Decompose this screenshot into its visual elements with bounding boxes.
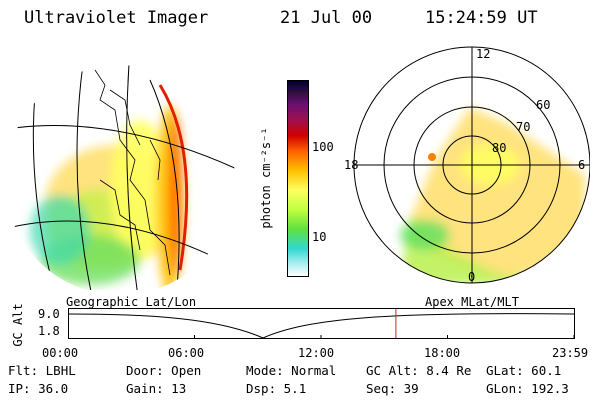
gc-alt-readout: GC Alt: 8.4 Re <box>366 363 472 378</box>
door-readout: Door: Open <box>126 363 202 378</box>
time-tick-0600: 06:00 <box>168 346 205 360</box>
glat-readout: GLat: 60.1 <box>486 363 562 378</box>
altitude-tick-top: 9.0 <box>38 307 60 321</box>
filter-readout: Flt: LBHL <box>8 363 76 378</box>
time-tick-0000: 00:00 <box>42 346 79 360</box>
observation-date: 21 Jul 00 <box>280 8 373 28</box>
geographic-image-panel <box>5 65 235 290</box>
seq-readout: Seq: 39 <box>366 381 419 396</box>
auroral-emission <box>5 65 235 290</box>
polar-auroral-emission <box>400 107 590 283</box>
mlt-label-0: 0 <box>468 270 475 284</box>
mlat-label-60: 60 <box>536 98 550 112</box>
mlat-mlt-polar-plot: 12 18 6 0 60 70 80 <box>344 46 590 284</box>
time-tick-2359: 23:59 <box>552 346 589 360</box>
mlat-label-70: 70 <box>516 120 530 134</box>
instrument-title: Ultraviolet Imager <box>24 8 209 28</box>
altitude-timeline-plot <box>68 308 575 339</box>
colorbar-tick-10: 10 <box>312 230 327 244</box>
geographic-panel-label: Geographic Lat/Lon <box>66 295 197 309</box>
mlt-label-6: 6 <box>578 158 585 172</box>
observation-time: 15:24:59 UT <box>425 8 538 28</box>
time-tick-1800: 18:00 <box>424 346 461 360</box>
altitude-tick-bottom: 1.8 <box>38 324 60 338</box>
mode-readout: Mode: Normal <box>246 363 337 378</box>
dsp-readout: Dsp: 5.1 <box>246 381 307 396</box>
colorbar-tick-100: 100 <box>312 140 334 154</box>
ip-readout: IP: 36.0 <box>8 381 69 396</box>
altitude-axis-label: GC Alt <box>11 303 25 347</box>
color-scale-bar <box>287 80 309 277</box>
apex-panel-label: Apex MLat/MLT <box>425 295 519 309</box>
colorbar-unit-label: photon cm⁻²s⁻¹ <box>259 127 273 229</box>
mlt-label-18: 18 <box>344 158 358 172</box>
mlt-label-12: 12 <box>476 47 490 61</box>
time-tick-1200: 12:00 <box>298 346 335 360</box>
altitude-curve <box>68 313 575 339</box>
gain-readout: Gain: 13 <box>126 381 187 396</box>
glon-readout: GLon: 192.3 <box>486 381 569 396</box>
mlat-label-80: 80 <box>492 141 506 155</box>
